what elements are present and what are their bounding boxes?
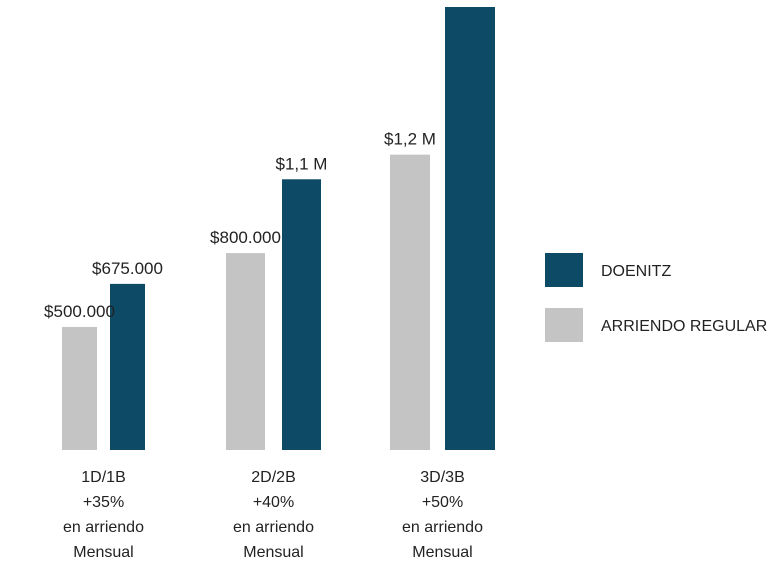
- value-label-arriendo-regular-3: $1,2 M: [384, 130, 436, 149]
- category-label-3-line-2: +50%: [422, 494, 463, 511]
- bar-arriendo-regular-3: [390, 154, 430, 450]
- category-labels-group: 1D/1B +35% en arriendo Mensual 2D/2B +40% en a…: [63, 469, 483, 561]
- bars-group: [62, 7, 495, 450]
- value-label-doenitz-2: $1,1 M: [276, 154, 328, 173]
- category-label-2-line-4: Mensual: [243, 544, 303, 561]
- category-label-1-line-3: en arriendo: [63, 519, 144, 536]
- bar-doenitz-2: [282, 179, 321, 450]
- value-label-doenitz-3: $1,8 M: [444, 0, 496, 1]
- category-label-2-line-3: en arriendo: [233, 519, 314, 536]
- value-labels-group: $500.000 $675.000 $800.000 $1,1 M $1,2 M $1,8…: [44, 0, 496, 321]
- value-label-arriendo-regular-2: $800.000: [210, 228, 281, 247]
- bar-arriendo-regular-1: [62, 326, 97, 450]
- category-label-2-line-2: +40%: [253, 494, 294, 511]
- legend-swatch-doenitz: [545, 253, 583, 287]
- category-label-2-line-1: 2D/2B: [251, 469, 295, 486]
- bar-doenitz-3: [445, 7, 495, 450]
- category-label-3-line-1: 3D/3B: [420, 469, 464, 486]
- legend-label-arriendo-regular: ARRIENDO REGULAR: [601, 318, 767, 335]
- category-label-1-line-1: 1D/1B: [81, 469, 125, 486]
- value-label-arriendo-regular-1: $500.000: [44, 302, 115, 321]
- bar-arriendo-regular-2: [226, 253, 265, 450]
- value-label-doenitz-1: $675.000: [92, 259, 163, 278]
- bar-doenitz-1: [110, 283, 145, 450]
- category-label-3-line-3: en arriendo: [402, 519, 483, 536]
- category-label-1-line-2: +35%: [83, 494, 124, 511]
- legend-label-doenitz: DOENITZ: [601, 263, 671, 280]
- category-label-1-line-4: Mensual: [73, 544, 133, 561]
- category-label-3-line-4: Mensual: [412, 544, 472, 561]
- legend: DOENITZ ARRIENDO REGULAR: [545, 253, 767, 342]
- legend-swatch-arriendo-regular: [545, 308, 583, 342]
